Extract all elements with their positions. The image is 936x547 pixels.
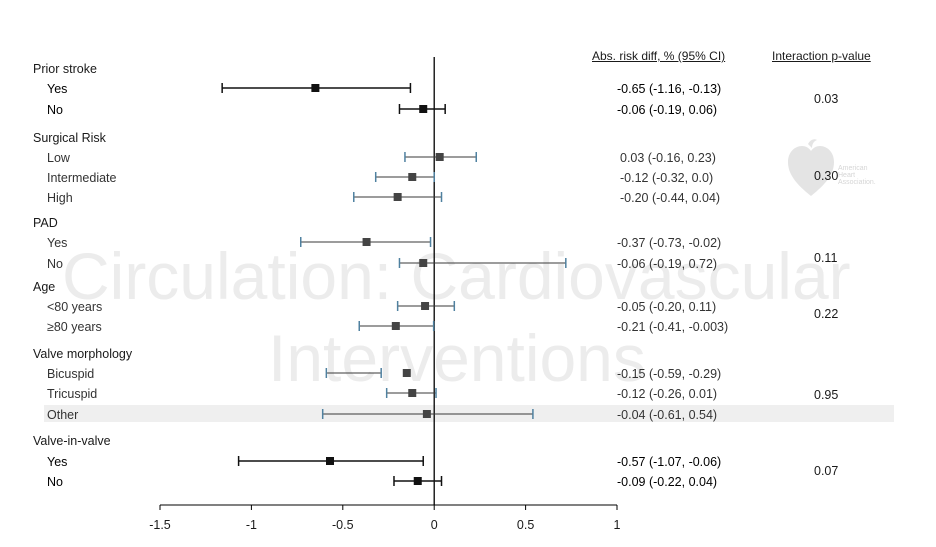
- row-label: No: [47, 257, 63, 271]
- interaction-pvalue: 0.07: [814, 464, 838, 478]
- watermark-line2: Interventions: [268, 321, 646, 395]
- row-label: Yes: [47, 82, 67, 96]
- row-label: Bicuspid: [47, 367, 94, 381]
- group-label: PAD: [33, 216, 58, 230]
- x-tick-label: -1: [246, 518, 257, 532]
- row-label: Yes: [47, 236, 67, 250]
- group-label: Valve morphology: [33, 347, 133, 361]
- x-tick-label: -1.5: [149, 518, 171, 532]
- point-estimate-marker: [419, 105, 428, 113]
- point-estimate-marker: [422, 410, 431, 418]
- group-label: Valve-in-valve: [33, 434, 111, 448]
- point-estimate-marker: [413, 477, 422, 485]
- point-estimate-marker: [393, 193, 402, 201]
- risk-diff-text: -0.12 (-0.32, 0.0): [620, 171, 713, 185]
- risk-diff-text: -0.37 (-0.73, -0.02): [617, 236, 721, 250]
- point-estimate-marker: [311, 84, 320, 92]
- point-estimate-marker: [408, 173, 417, 181]
- interaction-pvalue: 0.95: [814, 388, 838, 402]
- row-label: <80 years: [47, 300, 102, 314]
- interaction-pvalue: 0.11: [814, 251, 837, 265]
- point-estimate-marker: [391, 322, 400, 330]
- logo-text: American Heart Association.: [838, 165, 876, 186]
- x-tick-label: -0.5: [332, 518, 354, 532]
- row-label: Tricuspid: [47, 387, 97, 401]
- interaction-pvalue-header: Interaction p-value: [772, 49, 871, 63]
- x-tick-label: 0: [431, 518, 438, 532]
- risk-diff-text: -0.21 (-0.41, -0.003): [617, 320, 728, 334]
- risk-diff-text: -0.05 (-0.20, 0.11): [617, 300, 716, 314]
- risk-diff-text: -0.65 (-1.16, -0.13): [617, 82, 721, 96]
- row-label: Low: [47, 151, 71, 165]
- point-estimate-marker: [419, 259, 428, 267]
- risk-diff-text: 0.03 (-0.16, 0.23): [620, 151, 716, 165]
- risk-diff-text: -0.57 (-1.07, -0.06): [617, 455, 721, 469]
- group-label: Prior stroke: [33, 62, 97, 76]
- point-estimate-marker: [435, 153, 444, 161]
- interaction-pvalue: 0.22: [814, 307, 838, 321]
- group-label: Surgical Risk: [33, 131, 107, 145]
- point-estimate-marker: [326, 457, 335, 465]
- interaction-pvalue: 0.30: [814, 169, 838, 183]
- point-estimate-marker: [408, 389, 417, 397]
- row-label: ≥80 years: [47, 320, 102, 334]
- heart-logo-icon: [788, 139, 834, 196]
- logo-text-line: Association.: [838, 179, 876, 186]
- x-tick-label: 1: [614, 518, 621, 532]
- logo-text-line: Heart: [838, 172, 856, 179]
- point-estimate-marker: [421, 302, 430, 310]
- risk-diff-text: -0.06 (-0.19, 0.06): [617, 103, 717, 117]
- watermark-line1: Circulation: Cardiovascular: [62, 239, 851, 313]
- row-label: High: [47, 191, 73, 205]
- risk-diff-text: -0.12 (-0.26, 0.01): [617, 387, 717, 401]
- point-estimate-marker: [362, 238, 371, 246]
- row-label: Yes: [47, 455, 67, 469]
- row-label: No: [47, 103, 63, 117]
- interaction-pvalue: 0.03: [814, 92, 838, 106]
- x-tick-label: 0.5: [517, 518, 534, 532]
- risk-diff-text: -0.09 (-0.22, 0.04): [617, 475, 717, 489]
- group-label: Age: [33, 280, 55, 294]
- point-estimate-marker: [402, 369, 411, 377]
- row-label: Other: [47, 408, 78, 422]
- abs-risk-header: Abs. risk diff, % (95% CI): [592, 49, 726, 63]
- row-label: No: [47, 475, 63, 489]
- logo-text-line: American: [838, 165, 868, 172]
- risk-diff-text: -0.04 (-0.61, 0.54): [617, 408, 717, 422]
- risk-diff-text: -0.20 (-0.44, 0.04): [620, 191, 720, 205]
- risk-diff-text: -0.06 (-0.19, 0.72): [617, 257, 717, 271]
- row-label: Intermediate: [47, 171, 117, 185]
- risk-diff-text: -0.15 (-0.59, -0.29): [617, 367, 721, 381]
